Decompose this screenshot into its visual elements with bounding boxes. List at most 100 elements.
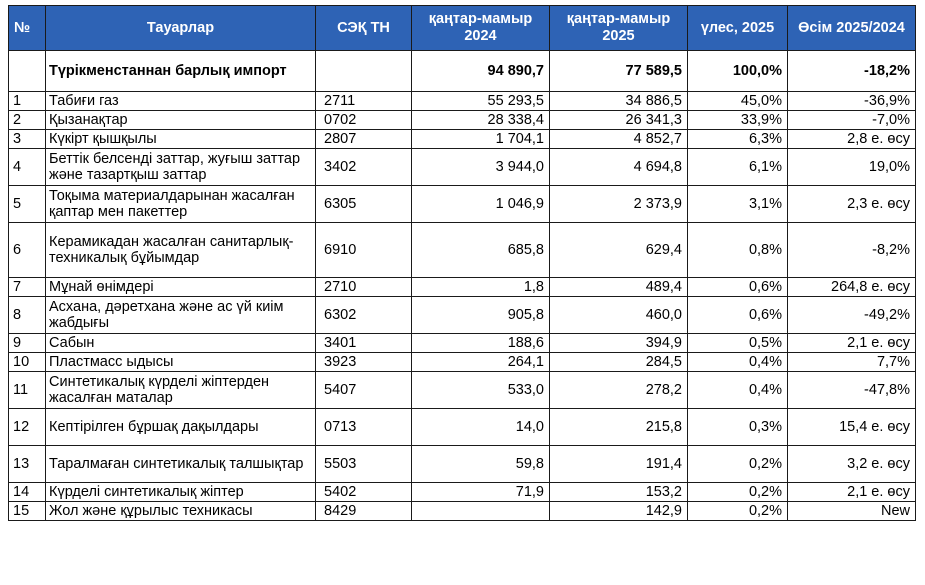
row-no: 12 (8, 408, 46, 446)
row-name: Асхана, дәретхана және ас үй киім жабдығ… (45, 296, 316, 334)
header-growth: Өсім 2025/2024 (787, 5, 916, 51)
row-growth: 264,8 е. өсу (787, 277, 916, 297)
row-share: 33,9% (687, 110, 788, 130)
row-code: 8429 (315, 501, 412, 521)
row-code: 5407 (315, 371, 412, 409)
row-share: 0,2% (687, 482, 788, 502)
row-value-2024: 533,0 (411, 371, 550, 409)
total-share: 100,0% (687, 50, 788, 92)
total-no-cell (8, 50, 46, 92)
total-row: Түрікменстаннан барлық импорт 94 890,7 7… (8, 50, 916, 92)
row-name: Пластмасс ыдысы (45, 352, 316, 372)
header-period-2024: қаңтар-мамыр 2024 (411, 5, 550, 51)
row-share: 45,0% (687, 91, 788, 111)
row-value-2024: 905,8 (411, 296, 550, 334)
row-no: 9 (8, 333, 46, 353)
table-row: 2 Қызанақтар 0702 28 338,4 26 341,3 33,9… (8, 110, 916, 130)
row-growth: 3,2 е. өсу (787, 445, 916, 483)
row-growth: -36,9% (787, 91, 916, 111)
row-value-2025: 142,9 (549, 501, 688, 521)
row-name: Синтетикалық күрделі жіптерден жасалған … (45, 371, 316, 409)
row-value-2025: 2 373,9 (549, 185, 688, 223)
row-code: 2807 (315, 129, 412, 149)
row-value-2024: 28 338,4 (411, 110, 550, 130)
row-name: Күрделі синтетикалық жіптер (45, 482, 316, 502)
row-code: 3923 (315, 352, 412, 372)
row-share: 0,6% (687, 277, 788, 297)
row-value-2025: 153,2 (549, 482, 688, 502)
row-code: 0713 (315, 408, 412, 446)
row-no: 7 (8, 277, 46, 297)
row-code: 3401 (315, 333, 412, 353)
row-name: Сабын (45, 333, 316, 353)
row-share: 3,1% (687, 185, 788, 223)
row-growth: 2,1 е. өсу (787, 482, 916, 502)
row-share: 0,2% (687, 445, 788, 483)
row-value-2024: 3 944,0 (411, 148, 550, 186)
row-growth: 2,8 е. өсу (787, 129, 916, 149)
row-value-2024: 685,8 (411, 222, 550, 278)
row-growth: -49,2% (787, 296, 916, 334)
row-code: 5503 (315, 445, 412, 483)
row-value-2024: 1,8 (411, 277, 550, 297)
row-share: 0,8% (687, 222, 788, 278)
row-growth: New (787, 501, 916, 521)
row-share: 0,5% (687, 333, 788, 353)
row-code: 0702 (315, 110, 412, 130)
header-period-2025: қаңтар-мамыр 2025 (549, 5, 688, 51)
table-row: 4 Беттік белсенді заттар, жуғыш заттар ж… (8, 148, 916, 186)
row-value-2024: 55 293,5 (411, 91, 550, 111)
row-value-2024 (411, 501, 550, 521)
total-value-2024: 94 890,7 (411, 50, 550, 92)
row-growth: 2,3 е. өсу (787, 185, 916, 223)
total-code-cell (315, 50, 412, 92)
row-no: 4 (8, 148, 46, 186)
table-row: 13 Таралмаған синтетикалық талшықтар 550… (8, 445, 916, 483)
row-value-2024: 59,8 (411, 445, 550, 483)
table-row: 1 Табиғи газ 2711 55 293,5 34 886,5 45,0… (8, 91, 916, 111)
row-name: Табиғи газ (45, 91, 316, 111)
table-row: 8 Асхана, дәретхана және ас үй киім жабд… (8, 296, 916, 334)
row-value-2024: 1 046,9 (411, 185, 550, 223)
row-value-2025: 34 886,5 (549, 91, 688, 111)
row-name: Қызанақтар (45, 110, 316, 130)
row-share: 0,6% (687, 296, 788, 334)
table-row: 7 Мұнай өнімдері 2710 1,8 489,4 0,6% 264… (8, 277, 916, 297)
row-name: Жол және құрылыс техникасы (45, 501, 316, 521)
row-code: 3402 (315, 148, 412, 186)
row-code: 2710 (315, 277, 412, 297)
row-name: Тоқыма материалдарынан жасалған қаптар м… (45, 185, 316, 223)
row-value-2025: 191,4 (549, 445, 688, 483)
row-share: 6,3% (687, 129, 788, 149)
row-value-2025: 460,0 (549, 296, 688, 334)
row-value-2025: 284,5 (549, 352, 688, 372)
header-share: үлес, 2025 (687, 5, 788, 51)
row-code: 6305 (315, 185, 412, 223)
table-header: № Тауарлар СЭҚ ТН қаңтар-мамыр 2024 қаңт… (8, 5, 916, 51)
row-value-2025: 215,8 (549, 408, 688, 446)
row-share: 6,1% (687, 148, 788, 186)
row-value-2025: 629,4 (549, 222, 688, 278)
row-code: 6910 (315, 222, 412, 278)
table-row: 15 Жол және құрылыс техникасы 8429 142,9… (8, 501, 916, 521)
row-no: 14 (8, 482, 46, 502)
total-name: Түрікменстаннан барлық импорт (45, 50, 316, 92)
row-growth: -7,0% (787, 110, 916, 130)
table-row: 11 Синтетикалық күрделі жіптерден жасалғ… (8, 371, 916, 409)
table-row: 14 Күрделі синтетикалық жіптер 5402 71,9… (8, 482, 916, 502)
table-row: 12 Кептірілген бұршақ дақылдары 0713 14,… (8, 408, 916, 446)
row-value-2025: 4 852,7 (549, 129, 688, 149)
row-name: Беттік белсенді заттар, жуғыш заттар жән… (45, 148, 316, 186)
row-share: 0,4% (687, 371, 788, 409)
header-goods: Тауарлар (45, 5, 316, 51)
row-value-2025: 489,4 (549, 277, 688, 297)
row-growth: 7,7% (787, 352, 916, 372)
row-share: 0,4% (687, 352, 788, 372)
row-name: Мұнай өнімдері (45, 277, 316, 297)
header-row: № Тауарлар СЭҚ ТН қаңтар-мамыр 2024 қаңт… (8, 5, 916, 51)
table-row: 5 Тоқыма материалдарынан жасалған қаптар… (8, 185, 916, 223)
row-value-2024: 71,9 (411, 482, 550, 502)
header-no: № (8, 5, 46, 51)
header-code: СЭҚ ТН (315, 5, 412, 51)
row-growth: 19,0% (787, 148, 916, 186)
